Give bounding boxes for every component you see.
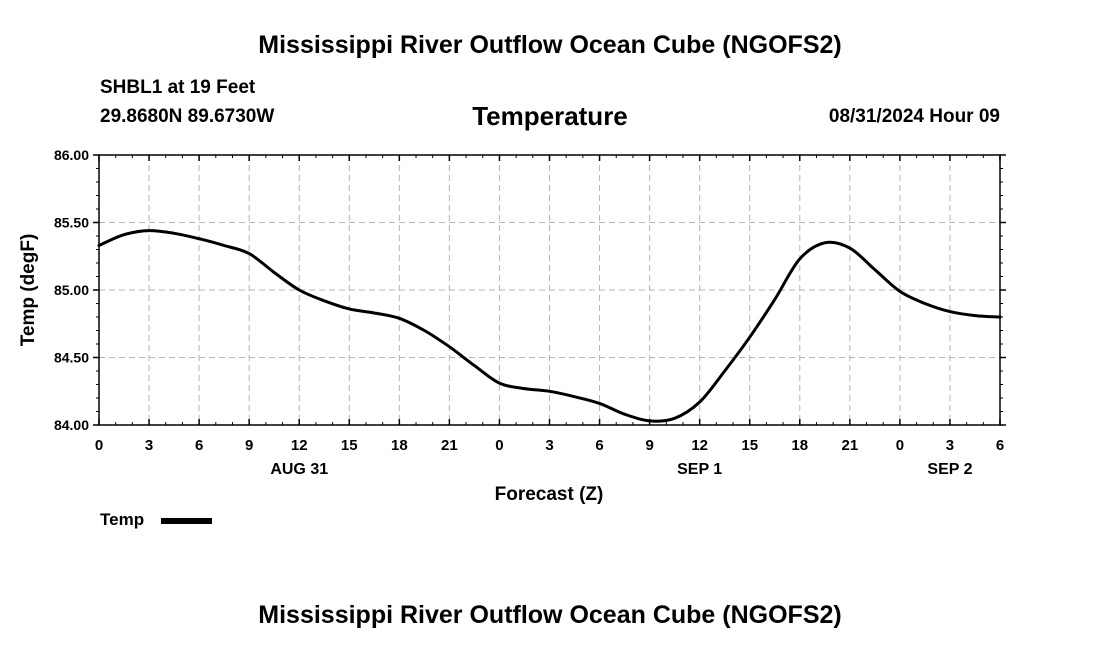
x-tick-label: 18: [391, 437, 408, 454]
x-tick-label: 6: [195, 437, 203, 454]
x-tick-label: 0: [495, 437, 503, 454]
x-day-label: SEP 1: [677, 461, 722, 478]
x-axis-label: Forecast (Z): [495, 484, 604, 505]
y-tick-label: 84.50: [54, 350, 89, 366]
x-tick-label: 6: [595, 437, 603, 454]
y-axis-label: Temp (degF): [18, 234, 39, 347]
variable-title: Temperature: [472, 101, 628, 131]
plot-frame: [98, 154, 1001, 426]
footer-title: Mississippi River Outflow Ocean Cube (NG…: [258, 601, 842, 629]
x-tick-label: 12: [291, 437, 308, 454]
chart-main-title: Mississippi River Outflow Ocean Cube (NG…: [258, 31, 842, 59]
temp-series-line: [97, 229, 1002, 423]
y-tick-label: 85.50: [54, 215, 89, 231]
x-day-label: SEP 2: [927, 461, 972, 478]
x-tick-label: 9: [645, 437, 653, 454]
x-tick-label: 0: [896, 437, 904, 454]
x-tick-label: 3: [946, 437, 954, 454]
x-day-label: AUG 31: [270, 461, 328, 478]
forecast-datetime: 08/31/2024 Hour 09: [828, 106, 1000, 127]
y-tick-label: 84.00: [54, 417, 89, 433]
y-tick-label: 85.00: [54, 282, 89, 298]
x-tick-label: 0: [95, 437, 103, 454]
axis-tick-labels: 0 3 6 9 12 15 18 21 0 3 6 9 12 15 18 21 0 3 6 84.00 84.50 85.…: [54, 147, 1004, 478]
x-tick-label: 18: [791, 437, 808, 454]
x-tick-label: 21: [841, 437, 858, 454]
x-tick-label: 6: [996, 437, 1004, 454]
grid-lines: [99, 155, 1000, 425]
station-coordinates: 29.8680N 89.6730W: [100, 106, 275, 127]
x-tick-label: 15: [741, 437, 758, 454]
x-tick-label: 3: [545, 437, 553, 454]
x-tick-label: 9: [245, 437, 253, 454]
x-tick-label: 15: [341, 437, 358, 454]
x-tick-label: 21: [441, 437, 458, 454]
x-tick-label: 3: [145, 437, 153, 454]
y-tick-label: 86.00: [54, 147, 89, 163]
legend-label: Temp: [100, 510, 145, 529]
station-label: SHBL1 at 19 Feet: [100, 77, 256, 98]
x-tick-label: 12: [691, 437, 708, 454]
